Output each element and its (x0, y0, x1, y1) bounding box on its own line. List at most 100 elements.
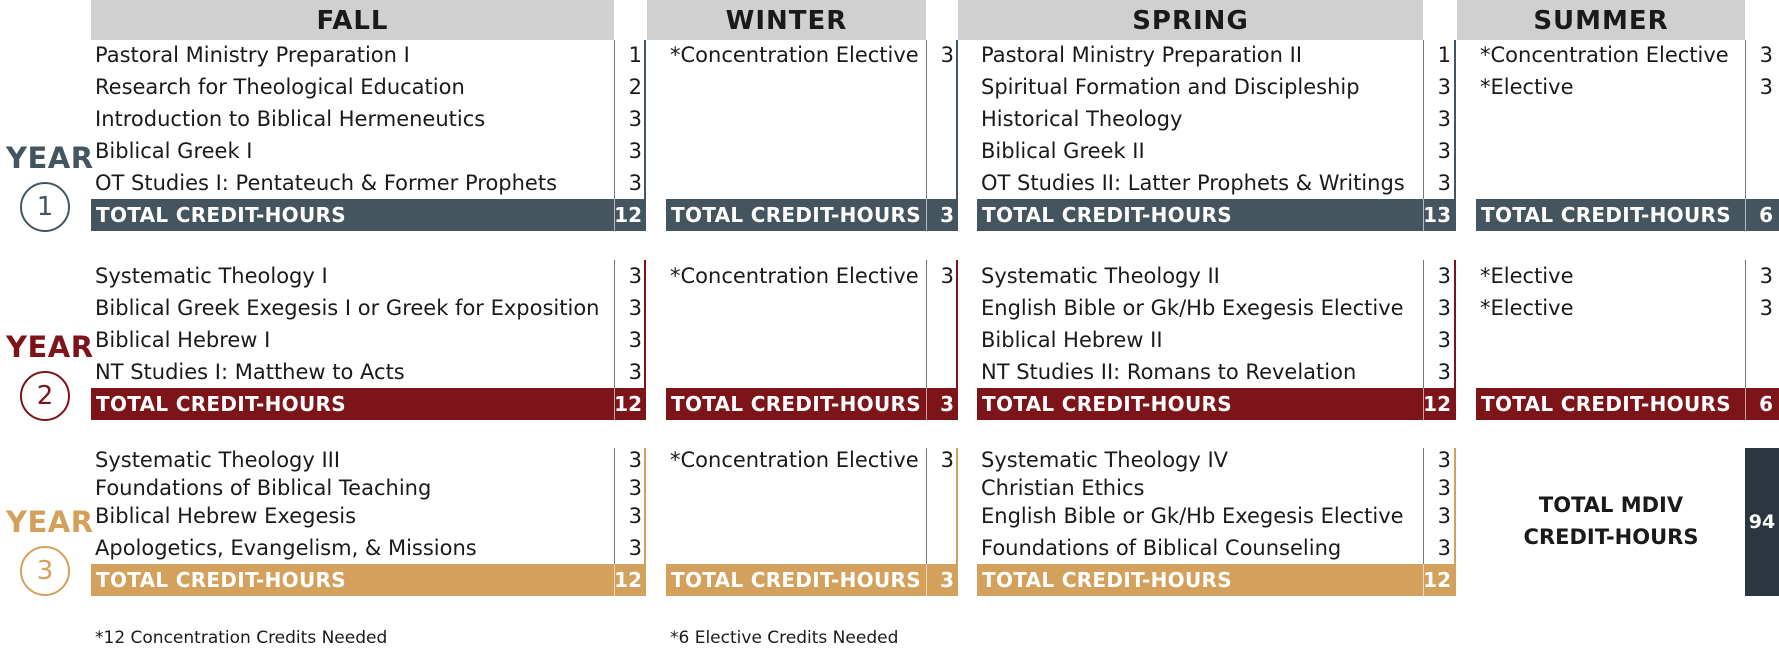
course-credits: 3 (628, 139, 642, 163)
course-credits: 3 (628, 448, 642, 472)
course-credits: 3 (1759, 264, 1773, 288)
course-credits: 3 (1437, 264, 1451, 288)
total-credit-hours-bar: TOTAL CREDIT-HOURS 13 (977, 199, 1456, 231)
course-credits: 3 (1437, 360, 1451, 384)
course-name: *Concentration Elective (670, 448, 919, 472)
total-credit-hours-bar: TOTAL CREDIT-HOURS 3 (666, 199, 958, 231)
column-edge-line (644, 260, 646, 388)
course-name: Pastoral Ministry Preparation I (95, 43, 410, 67)
course-name: NT Studies I: Matthew to Acts (95, 360, 405, 384)
total-label: TOTAL CREDIT-HOURS (96, 568, 346, 592)
course-credits: 1 (628, 43, 642, 67)
course-name: Spiritual Formation and Discipleship (981, 75, 1360, 99)
course-credits: 3 (628, 328, 642, 352)
credit-column-divider (1745, 260, 1746, 388)
footnote-elective: *6 Elective Credits Needed (670, 628, 899, 648)
course-name: Systematic Theology I (95, 264, 328, 288)
total-label: TOTAL CREDIT-HOURS (1481, 203, 1731, 227)
course-credits: 3 (940, 448, 954, 472)
total-separator (1423, 388, 1424, 420)
course-name: Biblical Hebrew I (95, 328, 271, 352)
total-credit-hours-bar: TOTAL CREDIT-HOURS 12 (977, 388, 1456, 420)
total-label: TOTAL CREDIT-HOURS (96, 203, 346, 227)
course-name: OT Studies II: Latter Prophets & Writing… (981, 171, 1405, 195)
course-name: English Bible or Gk/Hb Exegesis Elective (981, 296, 1404, 320)
course-credits: 3 (628, 360, 642, 384)
column-edge-line (956, 448, 958, 564)
course-name: Historical Theology (981, 107, 1183, 131)
course-credits: 3 (1759, 296, 1773, 320)
total-label: TOTAL CREDIT-HOURS (671, 392, 921, 416)
course-name: Biblical Greek II (981, 139, 1145, 163)
column-edge-line (956, 260, 958, 388)
total-value: 3 (940, 392, 954, 416)
course-name: Biblical Greek I (95, 139, 253, 163)
credit-column-divider (614, 448, 615, 564)
course-credits: 3 (628, 536, 642, 560)
course-credits: 3 (628, 264, 642, 288)
season-header-winter: WINTER (647, 0, 926, 40)
course-credits: 3 (1437, 171, 1451, 195)
total-separator (1745, 388, 1746, 420)
course-credits: 3 (1437, 296, 1451, 320)
year-label: YEAR (6, 330, 94, 364)
year-number-badge: 1 (20, 182, 70, 232)
course-name: Biblical Hebrew Exegesis (95, 504, 357, 528)
course-credits: 3 (628, 107, 642, 131)
course-name: NT Studies II: Romans to Revelation (981, 360, 1357, 384)
column-edge-line (644, 448, 646, 564)
course-credits: 3 (1437, 504, 1451, 528)
course-credits: 3 (1759, 43, 1773, 67)
course-name: *Elective (1480, 75, 1574, 99)
grand-total-value: 94 (1745, 448, 1779, 596)
credit-column-divider (926, 260, 927, 388)
total-label: TOTAL CREDIT-HOURS (982, 392, 1232, 416)
course-name: Systematic Theology IV (981, 448, 1229, 472)
course-name: Systematic Theology II (981, 264, 1220, 288)
total-value: 12 (1423, 568, 1451, 592)
total-separator (926, 564, 927, 596)
course-credits: 3 (940, 264, 954, 288)
total-value: 12 (614, 568, 642, 592)
credit-column-divider (1745, 40, 1746, 199)
credit-column-divider (926, 448, 927, 564)
total-label: TOTAL CREDIT-HOURS (982, 203, 1232, 227)
course-name: English Bible or Gk/Hb Exegesis Elective (981, 504, 1404, 528)
year-label: YEAR (6, 141, 94, 175)
total-separator (926, 388, 927, 420)
course-name: Biblical Hebrew II (981, 328, 1163, 352)
credit-column-divider (614, 260, 615, 388)
total-value: 12 (1423, 392, 1451, 416)
total-label: TOTAL CREDIT-HOURS (1481, 392, 1731, 416)
credit-column-divider (1423, 448, 1424, 564)
total-label: TOTAL CREDIT-HOURS (982, 568, 1232, 592)
course-credits: 3 (1759, 75, 1773, 99)
course-credits: 3 (940, 43, 954, 67)
total-value: 12 (614, 203, 642, 227)
total-credit-hours-bar: TOTAL CREDIT-HOURS 12 (91, 199, 646, 231)
course-credits: 3 (1437, 139, 1451, 163)
course-name: *Concentration Elective (670, 43, 919, 67)
total-value: 12 (614, 392, 642, 416)
total-value: 6 (1759, 392, 1773, 416)
year-label: YEAR (6, 505, 94, 539)
course-credits: 3 (1437, 328, 1451, 352)
course-credits: 3 (628, 504, 642, 528)
course-name: *Concentration Elective (1480, 43, 1729, 67)
total-credit-hours-bar: TOTAL CREDIT-HOURS 12 (91, 388, 646, 420)
course-name: Biblical Greek Exegesis I or Greek for E… (95, 296, 600, 320)
total-value: 6 (1759, 203, 1773, 227)
total-label: TOTAL CREDIT-HOURS (671, 568, 921, 592)
total-credit-hours-bar: TOTAL CREDIT-HOURS 3 (666, 388, 958, 420)
total-credit-hours-bar: TOTAL CREDIT-HOURS 6 (1476, 388, 1779, 420)
course-name: Research for Theological Education (95, 75, 465, 99)
course-name: *Elective (1480, 296, 1574, 320)
course-name: Pastoral Ministry Preparation II (981, 43, 1303, 67)
total-value: 3 (940, 568, 954, 592)
credit-column-divider (1423, 40, 1424, 199)
course-name: Apologetics, Evangelism, & Missions (95, 536, 477, 560)
total-credit-hours-bar: TOTAL CREDIT-HOURS 6 (1476, 199, 1779, 231)
course-credits: 3 (628, 296, 642, 320)
total-separator (926, 199, 927, 231)
total-value: 13 (1423, 203, 1451, 227)
